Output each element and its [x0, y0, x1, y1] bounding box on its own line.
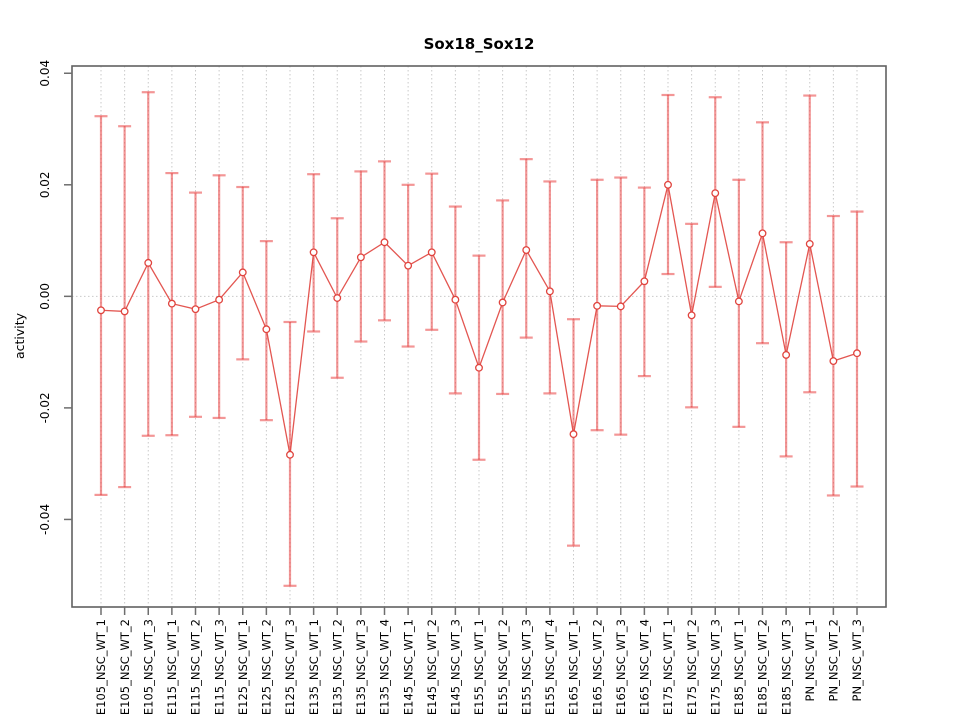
data-point	[640, 277, 649, 286]
x-tick-label: E175_NSC_WT_3	[708, 619, 722, 715]
x-tick-label: E165_NSC_WT_2	[590, 619, 604, 715]
x-tick-label: E125_NSC_WT_3	[283, 619, 297, 715]
data-point	[238, 268, 247, 277]
y-tick-label: -0.04	[38, 504, 52, 535]
error-bar	[472, 254, 486, 461]
data-point	[286, 450, 294, 459]
error-bar	[496, 199, 510, 396]
data-point	[853, 349, 861, 358]
data-point	[167, 299, 176, 308]
x-tick-label: E155_NSC_WT_2	[496, 619, 510, 715]
data-point	[191, 305, 200, 314]
y-axis-label: activity	[12, 312, 27, 359]
data-point	[215, 295, 224, 304]
error-bar	[189, 191, 202, 418]
data-point	[569, 430, 578, 439]
x-tick-label: PN_NSC_WT_3	[850, 619, 864, 701]
data-point	[404, 261, 413, 270]
data-point	[427, 248, 436, 257]
data-point	[758, 229, 767, 238]
data-point	[356, 253, 365, 262]
x-tick-label: PN_NSC_WT_1	[803, 619, 817, 701]
data-point	[309, 248, 318, 257]
x-tick-label: E185_NSC_WT_2	[756, 619, 770, 715]
x-tick-label: E105_NSC_WT_1	[94, 619, 108, 715]
x-tick-label: E165_NSC_WT_4	[638, 619, 652, 715]
x-tick-label: E145_NSC_WT_2	[425, 619, 439, 715]
data-point	[262, 325, 271, 334]
x-tick-label: E155_NSC_WT_1	[472, 619, 486, 715]
data-point	[545, 287, 554, 296]
data-point	[711, 189, 720, 198]
data-point	[734, 297, 743, 306]
x-tick-label: E165_NSC_WT_1	[567, 619, 581, 715]
data-point	[805, 239, 814, 248]
data-point	[333, 294, 342, 302]
x-tick-label: E105_NSC_WT_2	[118, 619, 132, 715]
data-point	[144, 258, 153, 267]
data-point	[380, 238, 389, 247]
data-point	[97, 306, 105, 315]
y-tick-label: 0.02	[38, 171, 52, 198]
chart-title: Sox18_Sox12	[424, 35, 535, 53]
x-tick-label: E135_NSC_WT_2	[330, 619, 344, 715]
y-tick-label: 0.04	[38, 60, 52, 87]
x-tick-label: E165_NSC_WT_3	[614, 619, 628, 715]
plot-axis-ticks-and-labels: 0.04 0.02 0.00 -0.02 -0.04 E105_NSC_WT_1 E105_…	[38, 60, 864, 715]
x-tick-label: E155_NSC_WT_4	[543, 619, 557, 715]
x-tick-label: E175_NSC_WT_2	[685, 619, 699, 715]
plot-data-layer	[94, 91, 864, 587]
error-bar	[118, 125, 132, 489]
data-point	[664, 180, 672, 189]
x-tick-label: E185_NSC_WT_3	[779, 619, 793, 715]
x-tick-label: E155_NSC_WT_3	[519, 619, 533, 715]
data-point	[829, 357, 838, 365]
data-point	[593, 301, 602, 310]
data-point	[616, 302, 625, 311]
y-tick-label: -0.02	[38, 392, 52, 423]
x-tick-label: PN_NSC_WT_2	[827, 619, 841, 701]
error-bar	[779, 241, 793, 458]
x-tick-label: E105_NSC_WT_3	[141, 619, 155, 715]
error-bar	[826, 214, 840, 497]
data-point	[451, 295, 460, 304]
x-tick-label: E175_NSC_WT_1	[661, 619, 675, 715]
x-tick-label: E125_NSC_WT_1	[236, 619, 250, 715]
x-tick-label: E115_NSC_WT_2	[189, 619, 203, 715]
x-tick-label: E125_NSC_WT_2	[260, 619, 274, 715]
x-tick-label: E145_NSC_WT_3	[449, 619, 463, 715]
x-tick-label: E115_NSC_WT_1	[165, 619, 179, 715]
error-bar	[94, 115, 108, 496]
x-tick-label: E145_NSC_WT_1	[401, 619, 415, 715]
x-tick-label: E185_NSC_WT_1	[732, 619, 746, 715]
data-point	[120, 307, 129, 316]
data-point	[522, 246, 531, 255]
x-tick-label: E135_NSC_WT_4	[378, 619, 392, 715]
error-bar	[850, 210, 864, 488]
x-tick-label: E115_NSC_WT_3	[212, 619, 226, 715]
x-tick-label: E135_NSC_WT_1	[307, 619, 321, 715]
y-tick-label: 0.00	[38, 283, 52, 310]
x-tick-label: E135_NSC_WT_3	[354, 619, 368, 715]
data-point	[687, 311, 696, 320]
data-point	[475, 363, 483, 372]
data-point	[498, 298, 507, 307]
data-point	[782, 350, 791, 359]
